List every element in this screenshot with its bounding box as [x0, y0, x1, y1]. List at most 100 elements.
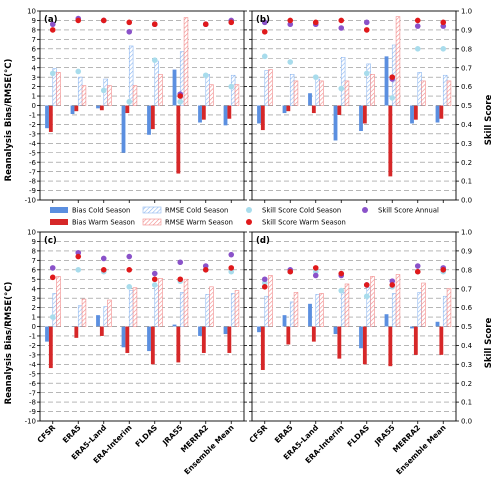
bar-bias-warm	[151, 106, 155, 130]
bar-bias-warm	[337, 327, 341, 359]
x-tick-label: ERA5	[273, 423, 295, 445]
legend-label: Bias Warm Season	[72, 219, 135, 227]
bar-bias-cold	[96, 106, 100, 109]
bar-rmse-warm	[82, 86, 86, 106]
legend-item: RMSE Warm Season	[143, 219, 233, 227]
left-tick-label: -4	[29, 361, 37, 369]
left-tick-label: -2	[29, 121, 36, 129]
bar-rmse-warm	[133, 288, 137, 327]
right-tick-label: 1.0	[461, 8, 472, 16]
right-tick-label: 0.4	[461, 342, 473, 350]
panel-label: (c)	[44, 236, 57, 246]
left-tick-label: -10	[25, 197, 36, 205]
legend-label: Skill Score Annual	[378, 207, 439, 215]
point-skill-warm	[440, 267, 446, 273]
bar-bias-warm	[202, 106, 206, 120]
bar-bias-cold	[147, 106, 151, 135]
bar-bias-warm	[439, 106, 443, 119]
right-tick-label: 0.9	[461, 27, 472, 35]
point-skill-cold	[364, 293, 370, 299]
point-skill-annual	[50, 265, 56, 271]
point-skill-warm	[389, 282, 395, 288]
x-tick-label: FLDAS	[345, 423, 371, 449]
panel-label: (d)	[256, 236, 270, 246]
left-tick-label: -10	[25, 418, 36, 426]
point-skill-warm	[177, 93, 183, 99]
bar-rmse-warm	[422, 81, 426, 106]
point-skill-cold	[126, 99, 132, 105]
bar-rmse-warm	[108, 86, 112, 106]
bar-bias-cold	[45, 327, 49, 342]
bar-rmse-warm	[422, 283, 426, 326]
point-skill-warm	[415, 269, 421, 275]
bar-rmse-cold	[78, 77, 82, 105]
right-tick-label: 0.0	[461, 197, 472, 205]
bar-rmse-warm	[108, 300, 112, 326]
point-skill-warm	[313, 20, 319, 26]
left-tick-label: 7	[32, 257, 36, 265]
left-tick-label: -5	[29, 149, 36, 157]
right-tick-label: 0.2	[461, 380, 472, 388]
point-skill-warm	[203, 21, 209, 27]
legend-label: RMSE Warm Season	[165, 219, 233, 227]
bar-bias-cold	[45, 106, 49, 129]
left-tick-label: -7	[29, 389, 36, 397]
bar-rmse-warm	[447, 81, 451, 106]
left-tick-label: 2	[32, 304, 36, 312]
bar-bias-warm	[227, 106, 231, 119]
bar-rmse-cold	[316, 294, 320, 326]
point-skill-warm	[262, 284, 268, 290]
left-tick-label: 2	[32, 83, 36, 91]
bar-bias-cold	[198, 327, 202, 336]
left-tick-label: 3	[32, 74, 36, 82]
point-skill-warm	[389, 74, 395, 80]
point-skill-annual	[126, 29, 132, 35]
bar-bias-cold	[96, 315, 100, 326]
bar-bias-warm	[100, 106, 104, 111]
bar-rmse-cold	[392, 293, 396, 326]
left-tick-label: -8	[29, 399, 36, 407]
x-tick-label: FLDAS	[133, 423, 159, 449]
point-skill-annual	[101, 256, 107, 262]
left-tick-label: -1	[29, 333, 36, 341]
bar-rmse-warm	[184, 279, 188, 326]
bar-rmse-cold	[231, 75, 235, 105]
point-skill-cold	[50, 314, 56, 320]
left-tick-label: -9	[29, 187, 36, 195]
x-tick-label: Ensemble Mean	[182, 423, 235, 476]
bar-rmse-warm	[345, 284, 349, 327]
left-tick-label: -7	[29, 168, 36, 176]
bar-rmse-cold	[418, 72, 422, 105]
point-skill-annual	[364, 20, 370, 26]
point-skill-warm	[152, 276, 158, 282]
point-skill-warm	[287, 269, 293, 275]
left-ylabel-top: Reanalysis Bias/RMSE(°C)	[4, 59, 14, 182]
right-tick-label: 0.8	[461, 45, 472, 53]
bar-rmse-warm	[345, 81, 349, 106]
left-tick-label: 8	[32, 248, 36, 256]
left-tick-label: -2	[29, 342, 36, 350]
left-tick-label: 5	[32, 276, 36, 284]
point-skill-cold	[313, 74, 319, 80]
point-skill-warm	[177, 276, 183, 282]
legend-marker	[246, 207, 252, 213]
bar-rmse-warm	[210, 287, 214, 327]
bar-rmse-cold	[443, 296, 447, 326]
bar-bias-cold	[224, 327, 228, 335]
point-skill-warm	[75, 254, 81, 260]
legend-item: Bias Warm Season	[50, 219, 135, 227]
bar-bias-cold	[334, 106, 338, 141]
bar-rmse-cold	[316, 79, 320, 105]
bar-bias-cold	[224, 106, 228, 126]
legend-swatch	[143, 219, 161, 225]
point-skill-annual	[152, 271, 158, 277]
point-skill-cold	[152, 282, 158, 288]
point-skill-warm	[262, 29, 268, 35]
right-ylabel-top: Skill Score	[484, 95, 494, 146]
point-skill-cold	[287, 59, 293, 65]
bar-rmse-cold	[155, 61, 159, 105]
bar-rmse-warm	[184, 18, 188, 106]
legend-label: RMSE Cold Season	[165, 207, 228, 215]
